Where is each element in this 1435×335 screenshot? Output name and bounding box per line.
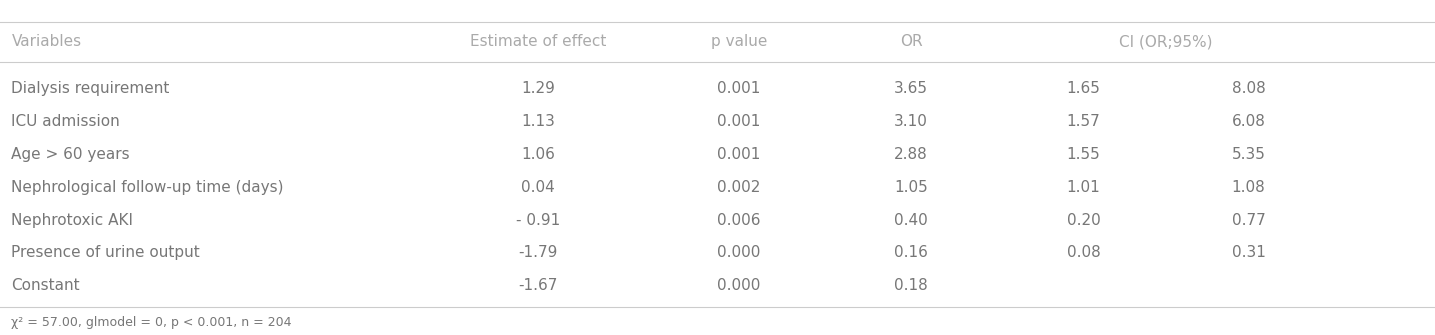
Text: 0.18: 0.18 bbox=[894, 278, 928, 293]
Text: Variables: Variables bbox=[11, 35, 82, 49]
Text: 1.05: 1.05 bbox=[894, 180, 928, 195]
Text: 1.57: 1.57 bbox=[1066, 114, 1101, 129]
Text: - 0.91: - 0.91 bbox=[517, 213, 560, 227]
Text: 3.65: 3.65 bbox=[894, 81, 928, 96]
Text: Dialysis requirement: Dialysis requirement bbox=[11, 81, 169, 96]
Text: 0.000: 0.000 bbox=[718, 278, 761, 293]
Text: 0.001: 0.001 bbox=[718, 81, 761, 96]
Text: 0.000: 0.000 bbox=[718, 246, 761, 260]
Text: 0.006: 0.006 bbox=[718, 213, 761, 227]
Text: χ² = 57.00, glmodel = 0, p < 0.001, n = 204: χ² = 57.00, glmodel = 0, p < 0.001, n = … bbox=[11, 316, 291, 329]
Text: 0.002: 0.002 bbox=[718, 180, 761, 195]
Text: 1.01: 1.01 bbox=[1066, 180, 1101, 195]
Text: 2.88: 2.88 bbox=[894, 147, 928, 162]
Text: 0.04: 0.04 bbox=[521, 180, 555, 195]
Text: 0.40: 0.40 bbox=[894, 213, 928, 227]
Text: -1.79: -1.79 bbox=[518, 246, 558, 260]
Text: 1.65: 1.65 bbox=[1066, 81, 1101, 96]
Text: -1.67: -1.67 bbox=[518, 278, 558, 293]
Text: 1.06: 1.06 bbox=[521, 147, 555, 162]
Text: OR: OR bbox=[900, 35, 923, 49]
Text: p value: p value bbox=[710, 35, 768, 49]
Text: 1.55: 1.55 bbox=[1066, 147, 1101, 162]
Text: 0.16: 0.16 bbox=[894, 246, 928, 260]
Text: 5.35: 5.35 bbox=[1231, 147, 1266, 162]
Text: 3.10: 3.10 bbox=[894, 114, 928, 129]
Text: 0.001: 0.001 bbox=[718, 114, 761, 129]
Text: Nephrological follow-up time (days): Nephrological follow-up time (days) bbox=[11, 180, 284, 195]
Text: 1.08: 1.08 bbox=[1231, 180, 1266, 195]
Text: ICU admission: ICU admission bbox=[11, 114, 121, 129]
Text: 1.29: 1.29 bbox=[521, 81, 555, 96]
Text: Presence of urine output: Presence of urine output bbox=[11, 246, 201, 260]
Text: 0.001: 0.001 bbox=[718, 147, 761, 162]
Text: Constant: Constant bbox=[11, 278, 80, 293]
Text: 0.77: 0.77 bbox=[1231, 213, 1266, 227]
Text: 0.20: 0.20 bbox=[1066, 213, 1101, 227]
Text: 8.08: 8.08 bbox=[1231, 81, 1266, 96]
Text: 1.13: 1.13 bbox=[521, 114, 555, 129]
Text: 6.08: 6.08 bbox=[1231, 114, 1266, 129]
Text: CI (OR;95%): CI (OR;95%) bbox=[1119, 35, 1213, 49]
Text: Age > 60 years: Age > 60 years bbox=[11, 147, 131, 162]
Text: 0.31: 0.31 bbox=[1231, 246, 1266, 260]
Text: Nephrotoxic AKI: Nephrotoxic AKI bbox=[11, 213, 133, 227]
Text: Estimate of effect: Estimate of effect bbox=[469, 35, 607, 49]
Text: 0.08: 0.08 bbox=[1066, 246, 1101, 260]
